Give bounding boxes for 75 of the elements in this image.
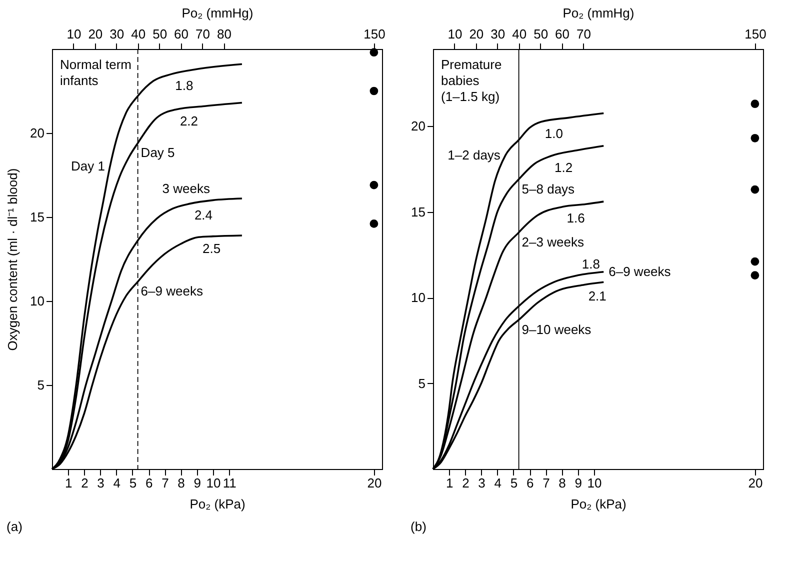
x-tick-label: 9 <box>574 476 582 490</box>
series-label: 3 weeks <box>162 181 210 196</box>
x-tick-label: 11 <box>222 476 236 490</box>
x2-tick-label: 150 <box>364 26 386 42</box>
annotation: Premature babies (1–1.5 kg) <box>441 57 502 104</box>
x-tick-label: 20 <box>367 476 382 490</box>
series-label: 6–9 weeks <box>608 264 672 279</box>
y-tick-label: 5 <box>37 378 44 392</box>
x-tick-label: 9 <box>194 476 201 490</box>
x-tick-label: 5 <box>129 476 137 490</box>
x-axis-title: Po₂ (kPa) <box>570 496 626 512</box>
x-tick-label: 1 <box>64 476 72 490</box>
y-tick-label: 5 <box>418 376 426 391</box>
x-tick-label: 6 <box>526 476 534 490</box>
series-label: Day 5 <box>140 145 175 160</box>
x-tick-label: 2 <box>81 476 88 490</box>
text: (b) <box>410 519 426 534</box>
x2-axis-title: Po₂ (mmHg) <box>562 6 634 20</box>
series-label: 6–9 weeks <box>140 284 204 299</box>
annotation: 1.8 <box>582 256 600 272</box>
x-tick-label: 3 <box>97 476 104 490</box>
x2-tick-label: 60 <box>555 26 570 42</box>
x-tick-label: 10 <box>587 476 602 490</box>
x2-tick-label: 50 <box>534 26 548 42</box>
y-tick-label: 10 <box>30 294 44 308</box>
annotation: 2.4 <box>194 208 213 223</box>
y-tick-label: 20 <box>30 126 44 140</box>
x-tick-label: 10 <box>206 476 221 490</box>
x-tick-label: 8 <box>178 476 185 490</box>
x-tick-label: 2 <box>462 476 470 490</box>
annotation: Normal term infants <box>60 57 132 88</box>
x-tick-label: 3 <box>478 476 486 490</box>
x-tick-label: 4 <box>113 476 121 490</box>
x2-tick-label: 70 <box>576 26 591 42</box>
x2-tick-label: 10 <box>66 26 82 42</box>
annotation: 1.0 <box>544 126 563 141</box>
x2-tick-label: 20 <box>469 26 484 42</box>
x-tick-label: 20 <box>748 476 763 490</box>
series-label: 9–10 weeks <box>522 322 592 337</box>
series-label: 1–2 days <box>448 147 501 162</box>
x-axis-title: Po₂ (kPa) <box>190 496 246 512</box>
text: (a) <box>6 519 22 534</box>
x2-tick-label: 30 <box>110 26 124 42</box>
y-tick-label: 15 <box>411 204 426 220</box>
x2-tick-label: 40 <box>512 26 527 42</box>
x-tick-label: 4 <box>494 476 502 490</box>
x2-tick-label: 60 <box>174 26 189 42</box>
annotation: 1.6 <box>566 210 585 226</box>
series-label: 2–3 weeks <box>522 234 584 250</box>
annotation: 2.5 <box>202 241 221 256</box>
x-tick-label: 7 <box>162 476 169 490</box>
y-axis-title: Oxygen content (ml · dl⁻¹ blood) <box>5 168 20 351</box>
x2-tick-label: 70 <box>196 26 210 42</box>
annotation: 1.2 <box>554 160 573 176</box>
series-label: 5–8 days <box>522 181 576 196</box>
x2-tick-label: 40 <box>131 26 146 42</box>
x-tick-label: 1 <box>446 476 454 490</box>
x2-axis-title: Po₂ (mmHg) <box>182 6 254 20</box>
x-tick-label: 8 <box>558 476 566 490</box>
y-tick-label: 20 <box>411 118 426 134</box>
y-tick-label: 15 <box>30 210 44 224</box>
x2-tick-label: 30 <box>490 26 506 42</box>
annotation: 2.2 <box>180 113 198 128</box>
x-tick-label: 7 <box>542 476 550 490</box>
x2-tick-label: 150 <box>744 26 766 42</box>
x2-tick-label: 20 <box>88 26 103 42</box>
series-label: Day 1 <box>70 158 105 174</box>
annotation: 1.8 <box>175 78 194 94</box>
x2-tick-label: 50 <box>152 26 168 42</box>
x-tick-label: 6 <box>145 476 153 490</box>
x-tick-label: 5 <box>510 476 518 490</box>
y-tick-label: 10 <box>411 290 426 306</box>
x2-tick-label: 80 <box>216 26 232 42</box>
annotation: 2.1 <box>588 288 606 304</box>
x2-tick-label: 10 <box>448 26 462 42</box>
